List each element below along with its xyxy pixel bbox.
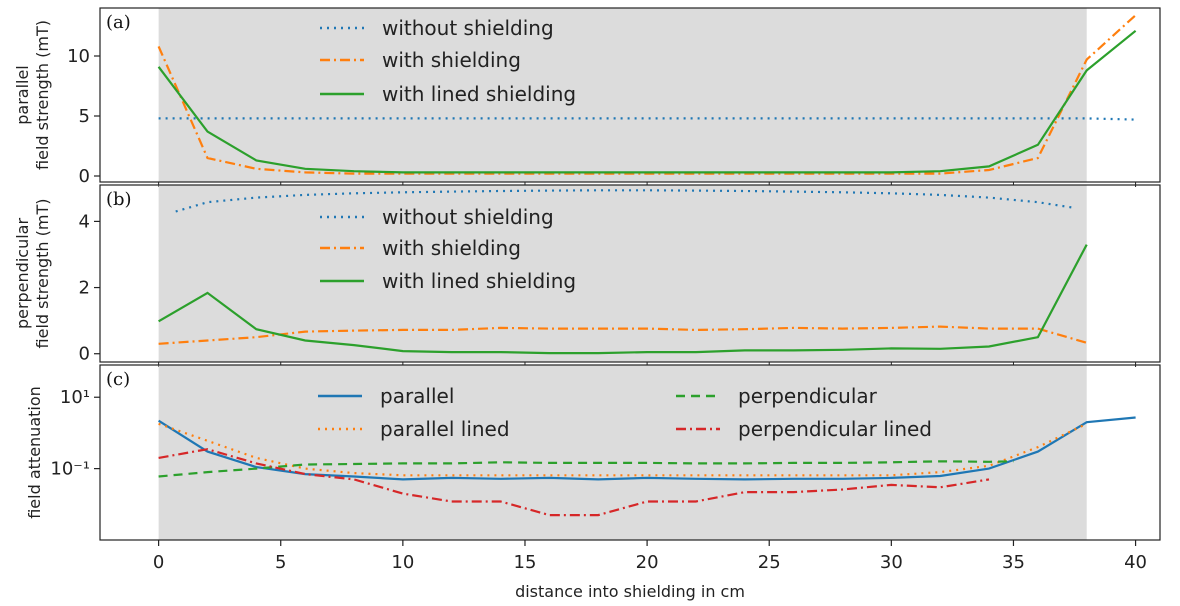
x-tick-label: 10 <box>391 552 414 573</box>
y-axis-label-line2: field strength (mT) <box>33 199 52 349</box>
y-tick-label: 5 <box>79 106 90 127</box>
legend-entry: perpendicular <box>738 384 878 408</box>
series-line-without-shielding <box>175 189 1073 213</box>
y-tick-label: 10 <box>67 46 90 67</box>
y-axis-label-line1: perpendicular <box>13 218 32 330</box>
y-axis-label-line1: parallel <box>13 65 32 125</box>
legend-entry: perpendicular lined <box>738 417 932 441</box>
y-tick-label: 0 <box>79 344 90 365</box>
legend: without shielding with shielding with line… <box>320 205 576 293</box>
legend-entry: without shielding <box>382 205 554 229</box>
axes-frame <box>99 184 1161 363</box>
y-tick-label: 0 <box>79 166 90 187</box>
y-axis-label: field attenuation <box>25 386 44 519</box>
series-line-with-lined-shielding <box>158 244 1088 355</box>
x-tick-label: 0 <box>153 552 164 573</box>
x-tick-label: 35 <box>1002 552 1025 573</box>
legend-entry: parallel <box>380 384 454 408</box>
legend-entry: with shielding <box>382 48 521 72</box>
axes-frame <box>99 7 1161 183</box>
series-line-perpendicular <box>158 460 1014 478</box>
shielding-region <box>158 8 1087 182</box>
panel-label: (b) <box>106 189 132 210</box>
panel-b: 0 2 4 (b) perpendicular field strength (mT) wi… <box>13 184 1161 367</box>
x-tick-label: 30 <box>880 552 903 573</box>
axes-frame <box>99 364 1161 541</box>
series-line-perpendicular-lined <box>158 448 990 517</box>
legend: parallel parallel lined perpendicular perpe… <box>318 384 932 441</box>
x-tick-label: 25 <box>758 552 781 573</box>
series-line-with-shielding <box>158 325 1088 345</box>
y-tick-label: 10⁻¹ <box>50 459 90 480</box>
legend-entry: without shielding <box>382 16 554 40</box>
y-tick-label: 10¹ <box>60 387 90 408</box>
series-line-parallel-lined <box>158 422 1088 477</box>
legend-entry: parallel lined <box>380 417 510 441</box>
legend-entry: with lined shielding <box>382 269 576 293</box>
y-axis-label-line2: field strength (mT) <box>33 20 52 170</box>
y-tick-label: 4 <box>79 211 90 232</box>
legend-entry: with lined shielding <box>382 82 576 106</box>
legend-entry: with shielding <box>382 236 521 260</box>
panel-label: (c) <box>106 369 130 390</box>
shielding-region <box>158 365 1087 540</box>
x-axis-label: distance into shielding in cm <box>515 582 745 601</box>
panel-c: 10¹ 10⁻¹ 0 5 10 15 20 25 30 35 40 (c) field attenuat… <box>25 364 1161 601</box>
panel-label: (a) <box>106 12 131 33</box>
legend: without shielding with shielding with line… <box>320 16 576 106</box>
x-tick-label: 15 <box>514 552 537 573</box>
series-line-with-lined-shielding <box>157 29 1137 174</box>
y-tick-label: 2 <box>79 278 90 299</box>
series-line-with-shielding <box>157 14 1137 175</box>
panel-a: 0 5 10 (a) parallel field strength (mT) withou… <box>13 7 1161 187</box>
x-tick-label: 20 <box>636 552 659 573</box>
x-tick-label: 40 <box>1124 552 1147 573</box>
series-line-without-shielding <box>158 117 1136 121</box>
x-tick-label: 5 <box>275 552 286 573</box>
shielding-region <box>158 185 1087 362</box>
